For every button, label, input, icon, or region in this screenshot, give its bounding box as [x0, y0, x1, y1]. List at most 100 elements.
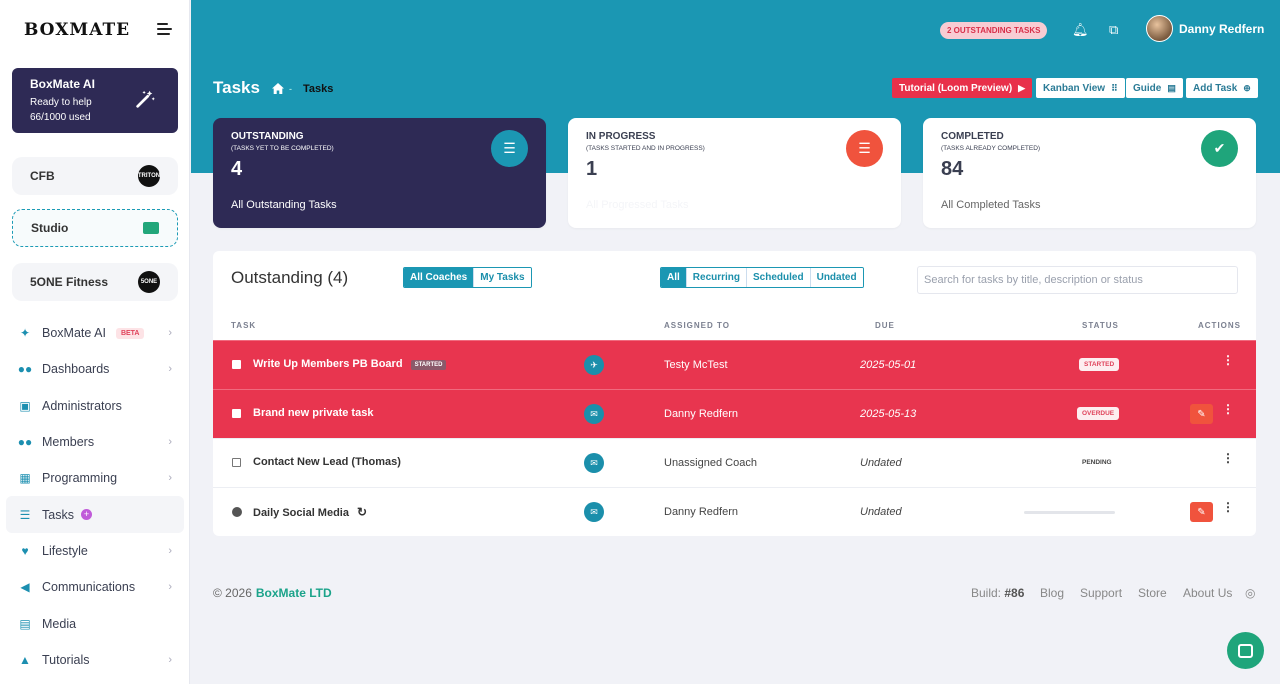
stat-link[interactable]: All Outstanding Tasks: [231, 199, 337, 211]
tasks-icon: ☰: [19, 507, 31, 522]
assignee: Danny Redfern: [664, 506, 738, 518]
studio-icon: [143, 222, 159, 234]
tutorial-button[interactable]: Tutorial (Loom Preview) ▶: [892, 78, 1033, 98]
sidebar-item-lifestyle[interactable]: ♥ Lifestyle ›: [6, 533, 184, 569]
filter-undated[interactable]: Undated: [810, 268, 863, 287]
sidebar-item-members[interactable]: ●● Members ›: [6, 424, 184, 460]
kanban-view-button[interactable]: Kanban View ⠿: [1036, 78, 1125, 98]
task-title[interactable]: Write Up Members PB Board STARTED: [253, 358, 447, 370]
breadcrumb: Tasks: [303, 83, 334, 95]
filter-scheduled[interactable]: Scheduled: [747, 268, 811, 287]
add-task-button[interactable]: Add Task ⊕: [1186, 78, 1258, 98]
filter-all-coaches[interactable]: All Coaches: [404, 268, 475, 287]
edit-icon[interactable]: ✎: [1190, 404, 1213, 424]
book-icon: ▤: [1167, 82, 1176, 93]
sidebar-item-dashboards[interactable]: ●● Dashboards ›: [6, 351, 184, 387]
ai-card-title: BoxMate AI: [30, 77, 95, 91]
guide-button[interactable]: Guide ▤: [1126, 78, 1183, 98]
footer-link-blog[interactable]: Blog: [1040, 586, 1065, 600]
heart-icon: ♥: [21, 543, 29, 558]
sidebar-item-label: Dashboards: [42, 362, 110, 377]
gym-5one-fitness[interactable]: 5ONE Fitness 5ONE: [12, 263, 178, 301]
sidebar-item-label: Lifestyle: [42, 543, 88, 558]
company-link[interactable]: BoxMate LTD: [255, 586, 332, 600]
add-task-label: Add Task: [1193, 82, 1238, 94]
task-search-input[interactable]: [917, 266, 1238, 294]
gym-name: 5ONE Fitness: [30, 275, 109, 289]
check-icon: ✔: [1201, 130, 1238, 167]
column-header-assigned: ASSIGNED TO: [664, 321, 730, 330]
avatar[interactable]: [1146, 15, 1173, 42]
more-actions-icon[interactable]: ⋮: [1222, 500, 1234, 514]
build-label: Build:: [971, 586, 1002, 600]
plus-circle-icon: ⊕: [1243, 82, 1251, 93]
footer-link-store[interactable]: Store: [1138, 586, 1167, 600]
recurring-icon: ↻: [356, 505, 368, 519]
sidebar-item-administrators[interactable]: ▣ Administrators: [6, 388, 184, 424]
table-row[interactable]: Brand new private task ✉ Danny Redfern 2…: [213, 389, 1256, 438]
stat-link[interactable]: All Completed Tasks: [941, 199, 1041, 211]
task-title[interactable]: Contact New Lead (Thomas): [253, 456, 401, 468]
copyright: © 2026 BoxMate LTD: [213, 586, 332, 600]
recurring-radio[interactable]: [232, 507, 242, 517]
filter-my-tasks[interactable]: My Tasks: [474, 268, 531, 287]
status-badge: OVERDUE: [1077, 407, 1120, 420]
list-icon: ☰: [846, 130, 883, 167]
sidebar-item-tasks[interactable]: ☰ Tasks +: [6, 496, 184, 533]
sidebar-item-label: Tutorials: [42, 652, 90, 667]
stat-value: 1: [586, 158, 598, 180]
ai-card[interactable]: BoxMate AI Ready to help 66/1000 used: [12, 68, 178, 133]
menu-toggle-icon[interactable]: [157, 23, 172, 38]
stat-card-in-progress[interactable]: IN PROGRESS (TASKS STARTED AND IN PROGRE…: [568, 118, 901, 228]
bell-icon[interactable]: 🔔︎: [1072, 22, 1089, 37]
more-actions-icon[interactable]: ⋮: [1222, 451, 1234, 465]
due-date: 2025-05-01: [860, 359, 917, 371]
chevron-right-icon: ›: [168, 363, 172, 376]
table-row[interactable]: Daily Social Media ↻ ✉ Danny Redfern Unda…: [213, 487, 1256, 536]
filter-all[interactable]: All: [661, 268, 687, 287]
due-date: 2025-05-13: [860, 408, 917, 420]
table-row[interactable]: Write Up Members PB Board STARTED ✈ Testy…: [213, 340, 1256, 389]
stat-card-completed[interactable]: COMPLETED (TASKS ALREADY COMPLETED) 84 A…: [923, 118, 1256, 228]
build-info: Build: #86: [971, 586, 1024, 600]
add-task-plus-icon[interactable]: +: [80, 509, 92, 521]
sidebar-item-label: BoxMate AI: [42, 326, 106, 341]
table-row[interactable]: Contact New Lead (Thomas) ✉ Unassigned C…: [213, 438, 1256, 487]
more-actions-icon[interactable]: ⋮: [1222, 402, 1234, 416]
chat-support-button[interactable]: [1227, 632, 1264, 669]
footer-link-about[interactable]: About Us: [1183, 586, 1233, 600]
chat-window-icon[interactable]: ⧉: [1109, 22, 1119, 37]
beta-badge: BETA: [115, 327, 145, 339]
more-actions-icon[interactable]: ⋮: [1222, 353, 1234, 367]
task-checkbox[interactable]: [232, 458, 241, 467]
task-title[interactable]: Daily Social Media ↻: [253, 505, 367, 519]
outstanding-alert-badge[interactable]: 2 OUTSTANDING TASKS: [940, 22, 1048, 39]
sidebar-item-programming[interactable]: ▦ Programming ›: [6, 460, 184, 496]
gym-cfb[interactable]: CFB TRITON: [12, 157, 178, 195]
task-checkbox[interactable]: [232, 360, 241, 369]
edit-icon[interactable]: ✎: [1190, 502, 1213, 522]
task-checkbox[interactable]: [232, 409, 241, 418]
guide-label: Guide: [1133, 82, 1162, 94]
panel-title: Outstanding (4): [231, 268, 349, 287]
gym-studio[interactable]: Studio: [12, 209, 178, 247]
home-icon[interactable]: [272, 83, 284, 94]
sidebar-item-label: Communications: [42, 580, 136, 595]
instagram-icon[interactable]: ◎: [1245, 586, 1256, 600]
user-name[interactable]: Danny Redfern: [1179, 22, 1265, 36]
footer-link-support[interactable]: Support: [1080, 586, 1123, 600]
sidebar-item-communications[interactable]: ◀ Communications ›: [6, 569, 184, 605]
task-title-text: Daily Social Media: [253, 507, 349, 519]
chevron-right-icon: ›: [168, 472, 172, 485]
sidebar-item-media[interactable]: ▤ Media: [6, 605, 184, 641]
stat-card-outstanding[interactable]: OUTSTANDING (TASKS YET TO BE COMPLETED) …: [213, 118, 546, 228]
filter-recurring[interactable]: Recurring: [686, 268, 748, 287]
sidebar-item-tutorials[interactable]: ▲ Tutorials ›: [6, 642, 184, 678]
stat-label: OUTSTANDING: [231, 131, 304, 142]
brand-logo[interactable]: BOXMATE: [24, 20, 131, 40]
tutorial-label: Tutorial (Loom Preview): [899, 82, 1013, 94]
sidebar-item-boxmate-ai[interactable]: ✦ BoxMate AI BETA ›: [6, 315, 184, 351]
stat-link[interactable]: All Progressed Tasks: [586, 199, 689, 211]
email-icon: ✉: [584, 453, 604, 473]
task-title[interactable]: Brand new private task: [253, 407, 374, 419]
